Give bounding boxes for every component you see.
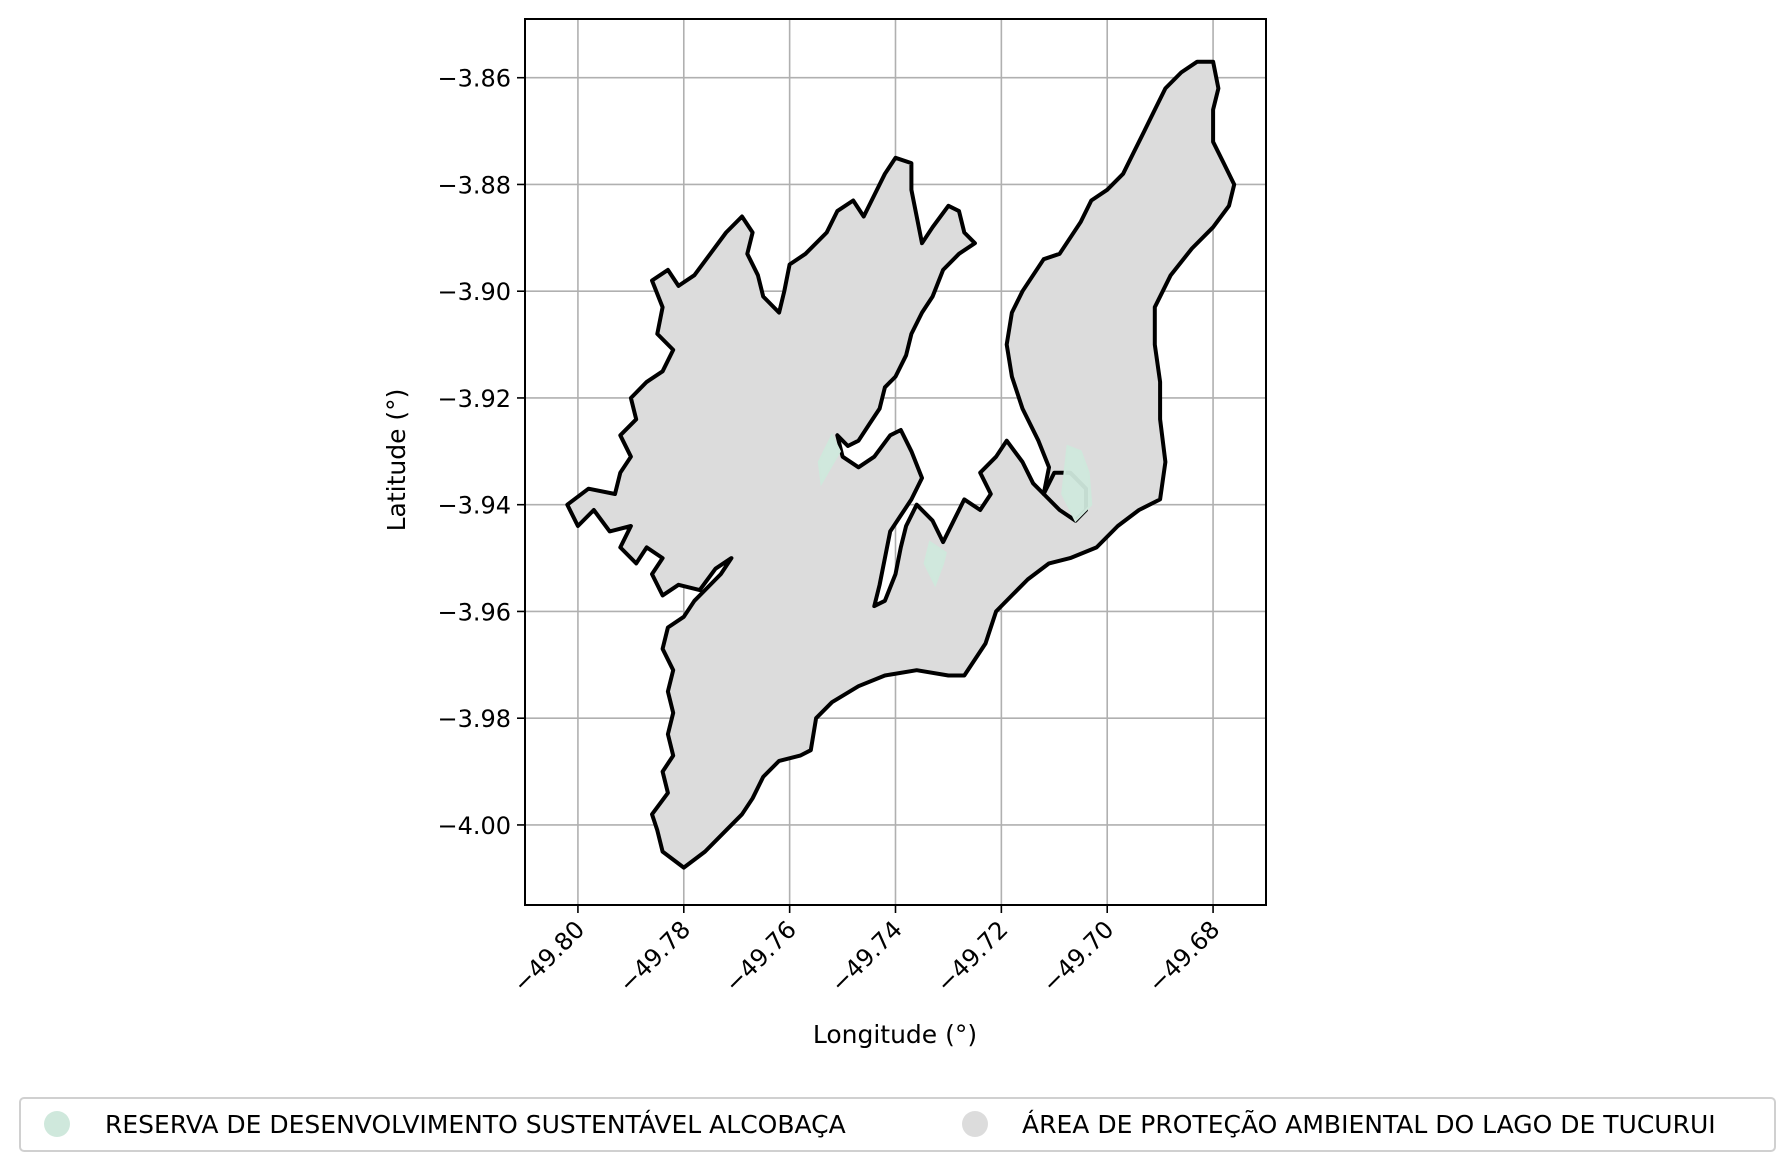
x-tick-label-4: −49.72 bbox=[931, 915, 1014, 998]
y-tick-label-2: −3.90 bbox=[437, 278, 511, 306]
legend-marker-reserva bbox=[44, 1111, 70, 1137]
y-tick-label-5: −3.96 bbox=[437, 598, 511, 626]
legend: RESERVA DE DESENVOLVIMENTO SUSTENTÁVEL A… bbox=[19, 1097, 1776, 1152]
rds-alcobaca-polygon-0 bbox=[817, 433, 842, 487]
apa-lago-tucurui-polygon-0 bbox=[565, 59, 1237, 870]
protected-area-polygons bbox=[565, 59, 1237, 870]
rds-alcobaca-polygon-2 bbox=[1061, 444, 1093, 523]
x-tick-label-2: −49.76 bbox=[719, 915, 802, 998]
y-axis-label: Latitude (°) bbox=[382, 389, 411, 532]
x-tick-label-3: −49.74 bbox=[825, 915, 908, 998]
y-tick-label-1: −3.88 bbox=[437, 171, 511, 199]
legend-marker-apa bbox=[962, 1111, 988, 1137]
y-tick-label-7: −4.00 bbox=[437, 812, 511, 840]
x-tick-label-5: −49.70 bbox=[1037, 915, 1120, 998]
x-tick-label-1: −49.78 bbox=[613, 915, 696, 998]
x-tick-label-6: −49.68 bbox=[1143, 915, 1226, 998]
y-tick-label-3: −3.92 bbox=[437, 385, 511, 413]
x-axis-label: Longitude (°) bbox=[813, 1020, 977, 1049]
legend-frame bbox=[19, 1097, 1776, 1152]
x-tick-label-0: −49.80 bbox=[508, 915, 591, 998]
legend-label-reserva: RESERVA DE DESENVOLVIMENTO SUSTENTÁVEL A… bbox=[105, 1110, 846, 1139]
y-tick-label-0: −3.86 bbox=[437, 65, 511, 93]
legend-label-apa: ÁREA DE PROTEÇÃO AMBIENTAL DO LAGO DE TU… bbox=[1022, 1109, 1716, 1139]
y-tick-label-6: −3.98 bbox=[437, 705, 511, 733]
rds-alcobaca-polygon-1 bbox=[923, 540, 947, 588]
y-tick-label-4: −3.94 bbox=[437, 492, 511, 520]
